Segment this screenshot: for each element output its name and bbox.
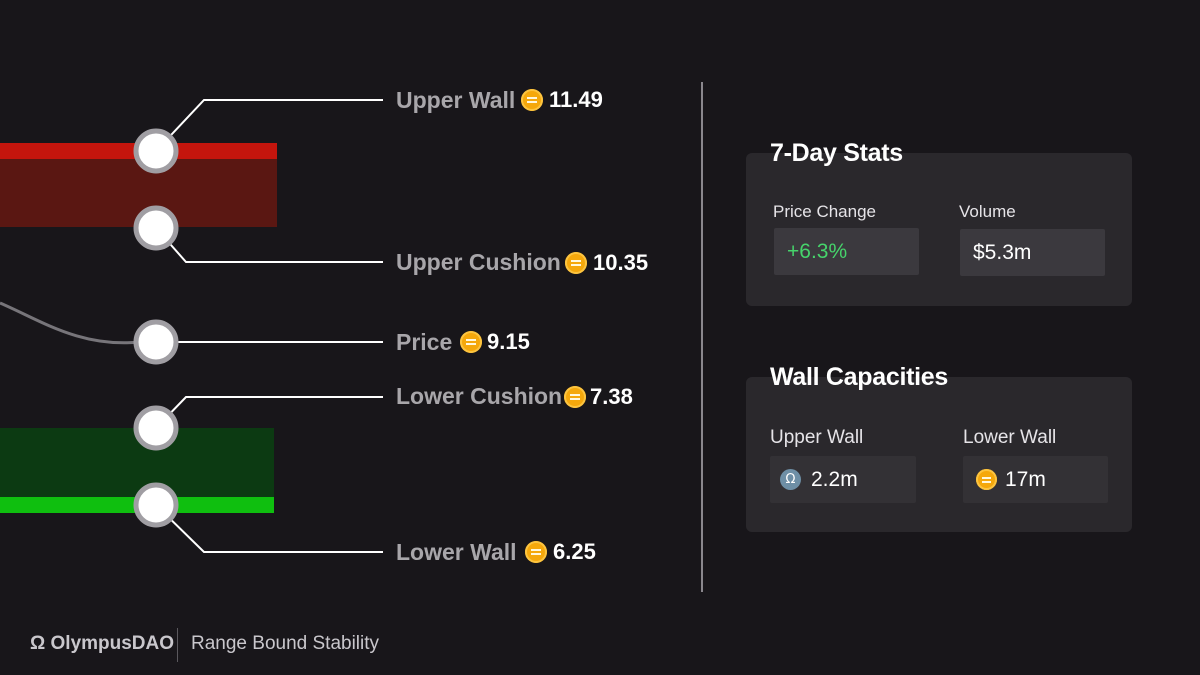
price-change-box: +6.3% xyxy=(774,228,919,275)
price-node xyxy=(133,319,179,365)
lower-wall-capacity-value: 17m xyxy=(1005,468,1046,491)
price-curve xyxy=(0,301,156,345)
seven-day-stats-title: 7-Day Stats xyxy=(770,139,903,167)
vertical-divider xyxy=(701,82,703,592)
lower-wall-node xyxy=(133,482,179,528)
range-diagram xyxy=(0,99,383,553)
level-nodes xyxy=(133,128,179,528)
lower-cushion-value: 7.38 xyxy=(590,384,633,409)
coin-icon xyxy=(460,331,482,353)
wall-capacities-title: Wall Capacities xyxy=(770,363,948,391)
lower-wall-value: 6.25 xyxy=(553,539,596,564)
footer-subtitle: Range Bound Stability xyxy=(191,633,380,654)
volume-box: $5.3m xyxy=(960,229,1105,276)
lower-cushion-label: Lower Cushion xyxy=(396,383,563,409)
coin-icon xyxy=(525,541,547,563)
wall-capacities-panel: Wall Capacities Upper Wall Ω 2.2m Lower … xyxy=(746,363,1132,532)
upper-wall-node xyxy=(133,128,179,174)
price-label: Price xyxy=(396,329,453,355)
lower-wall-capacity-label: Lower Wall xyxy=(963,427,1057,448)
upper-wall-capacity-box: Ω 2.2m xyxy=(770,456,916,503)
upper-wall-value: 11.49 xyxy=(549,87,603,112)
lower-wall-label: Lower Wall xyxy=(396,539,517,565)
volume-value: $5.3m xyxy=(973,241,1032,264)
upper-wall-connector xyxy=(155,99,383,152)
coin-icon xyxy=(565,252,587,274)
coin-icon xyxy=(976,469,997,490)
price-value: 9.15 xyxy=(487,329,530,354)
footer-divider xyxy=(177,628,178,662)
lower-wall-capacity-box: 17m xyxy=(963,456,1108,503)
lower-cushion-node xyxy=(133,405,179,451)
lower-cushion-connector xyxy=(155,396,383,429)
coin-icon xyxy=(521,89,543,111)
upper-wall-capacity-label: Upper Wall xyxy=(770,427,864,448)
omega-icon: Ω xyxy=(780,469,801,490)
price-change-label: Price Change xyxy=(773,202,877,221)
upper-cushion-connector xyxy=(155,227,383,263)
price-change-value: +6.3% xyxy=(787,240,848,263)
upper-wall-label: Upper Wall xyxy=(396,87,516,113)
volume-label: Volume xyxy=(959,202,1016,221)
upper-cushion-label: Upper Cushion xyxy=(396,249,561,275)
upper-wall-capacity-value: 2.2m xyxy=(811,468,858,491)
coin-icon xyxy=(564,386,586,408)
upper-cushion-value: 10.35 xyxy=(593,250,649,275)
seven-day-stats-panel: 7-Day Stats Price Change +6.3% Volume $5… xyxy=(746,139,1132,306)
olympusdao-logo: Ω OlympusDAO xyxy=(30,633,175,654)
upper-cushion-node xyxy=(133,205,179,251)
